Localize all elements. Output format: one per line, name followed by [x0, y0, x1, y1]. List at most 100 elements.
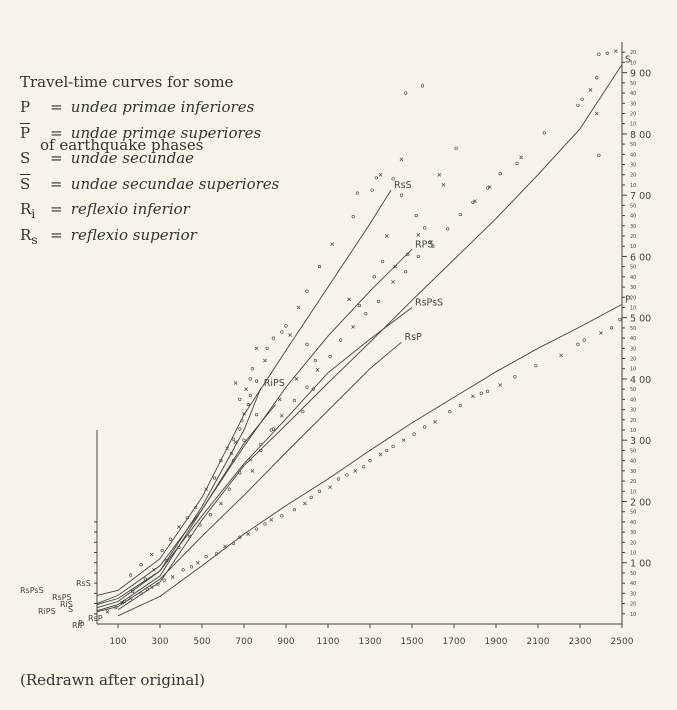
y-minor-tick-label: 50 [630, 448, 636, 454]
observation-point [515, 161, 519, 166]
y-minor-tick-label: 20 [630, 50, 636, 56]
observation-point [215, 551, 219, 556]
y-minor-tick-label: 10 [630, 612, 636, 618]
legend-desc: undea primae inferiores [70, 98, 255, 116]
x-tick-label: 2100 [527, 637, 550, 647]
observation-point [471, 200, 475, 204]
observation-point [441, 183, 446, 187]
curve-label-rps: RPS [415, 239, 433, 250]
observation-point [162, 578, 166, 582]
observation-point [378, 172, 383, 177]
observation-point [429, 240, 433, 244]
observation-point [145, 587, 149, 591]
y-minor-tick-label: 10 [630, 122, 636, 128]
observation-point [149, 552, 154, 557]
legend-desc: reflexio inferior [70, 200, 190, 218]
observation-point [414, 213, 418, 218]
observation-point [194, 506, 198, 510]
legend-row-s: S = undae secundae [20, 148, 279, 174]
x-tick-label: 1500 [401, 637, 424, 647]
observation-point [479, 391, 483, 395]
observation-point [599, 331, 603, 335]
y-minor-tick-label: 40 [630, 459, 636, 465]
observation-point [420, 84, 425, 88]
y-minor-tick-label: 20 [630, 602, 636, 608]
observation-point [280, 330, 284, 334]
curve-label-rips: RiPS [264, 378, 285, 389]
observation-point [318, 265, 322, 269]
observation-point [233, 440, 238, 445]
observation-point [259, 442, 263, 446]
axis-phase-label: RsPsS [20, 586, 44, 595]
observation-point [597, 153, 601, 157]
observation-point [401, 438, 406, 443]
y-major-tick-label: 5 00 [630, 314, 651, 325]
observation-point [250, 468, 255, 473]
legend-symbol-letter: R [20, 200, 32, 218]
observation-point [594, 111, 599, 116]
y-major-tick-label: 4 00 [630, 375, 651, 386]
curve-rss [96, 189, 392, 596]
legend-row-rs: Rs = reflexio superior [20, 225, 279, 251]
observation-point [128, 596, 133, 601]
observation-point [303, 501, 307, 506]
observation-point [229, 451, 233, 456]
observation-point [486, 389, 490, 393]
observation-point [114, 606, 118, 610]
observation-point [238, 471, 242, 475]
legend-desc: reflexio superior [70, 225, 197, 244]
observation-point [385, 448, 389, 453]
observation-point [195, 560, 200, 565]
observation-point [381, 259, 385, 264]
legend-desc: undae secundae superiores [70, 174, 280, 193]
observation-point [393, 264, 398, 269]
observation-point [458, 403, 462, 408]
observation-point [143, 577, 147, 581]
caption: (Redrawn after original) [20, 671, 205, 689]
observation-point [248, 457, 253, 462]
observation-point [231, 541, 236, 545]
observation-point [576, 103, 580, 107]
y-major-tick-label: 3 00 [630, 436, 651, 447]
legend-symbol-sub: i [31, 206, 36, 221]
observation-point [129, 573, 133, 577]
legend-equals: = [50, 225, 63, 244]
observation-point [238, 397, 242, 401]
y-minor-tick-label: 50 [630, 203, 636, 209]
x-tick-label: 1700 [443, 637, 466, 647]
observation-point [204, 555, 208, 559]
observation-point [269, 428, 273, 432]
observation-point [595, 76, 599, 80]
y-minor-tick-label: 50 [630, 81, 636, 87]
x-tick-label: 100 [109, 637, 126, 647]
observation-point [384, 234, 389, 238]
observation-point [618, 318, 622, 322]
observation-point [471, 394, 475, 399]
curve-p [117, 304, 623, 617]
y-minor-tick-label: 20 [630, 357, 636, 363]
observation-point [437, 172, 442, 177]
y-minor-tick-label: 10 [630, 367, 636, 373]
observation-point [609, 326, 614, 330]
observation-point [254, 346, 259, 351]
legend-row-p-bar: P = undae primae superiores [20, 123, 279, 149]
observation-point [336, 477, 341, 481]
x-tick-label: 300 [151, 637, 168, 647]
axis-phase-label: RiS [60, 600, 73, 609]
curve-rps [96, 248, 413, 605]
observation-point [391, 177, 395, 181]
observation-point [248, 377, 252, 381]
y-minor-tick-label: 30 [630, 163, 636, 169]
y-minor-tick-label: 30 [630, 101, 636, 107]
observation-point [139, 591, 143, 595]
observation-point [255, 379, 259, 383]
observation-point [244, 387, 248, 392]
y-minor-tick-label: 40 [630, 520, 636, 526]
observation-point [391, 280, 395, 284]
curve-label-rspss: RsPsS [415, 297, 443, 308]
y-minor-tick-label: 10 [630, 244, 636, 250]
observation-point [404, 270, 408, 274]
y-minor-tick-label: 20 [630, 295, 636, 301]
observation-point [120, 600, 125, 605]
